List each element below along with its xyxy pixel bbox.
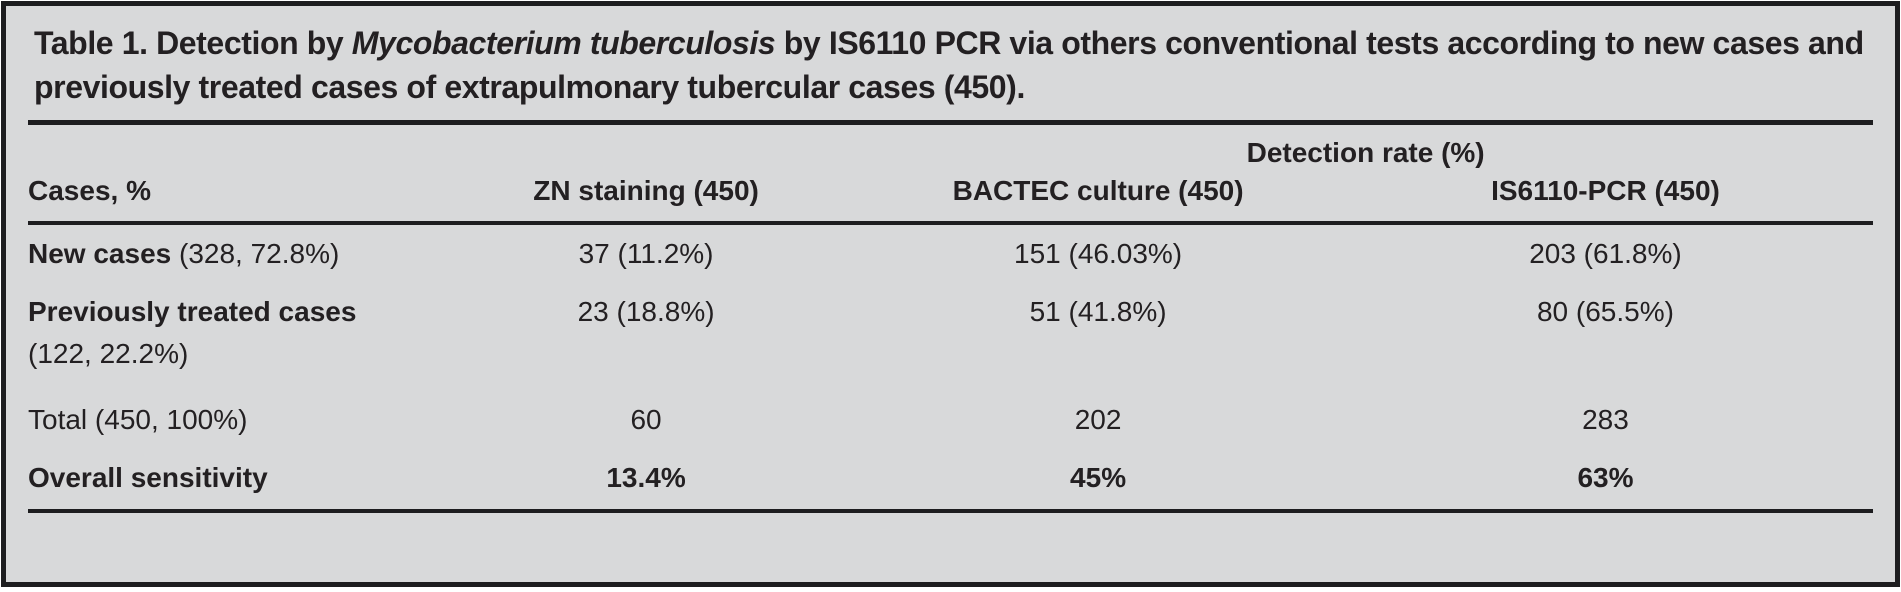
table-row-total: Total (450, 100%) 60 202 283	[28, 383, 1873, 449]
row-label: Previously treated cases (122, 22.2%)	[28, 283, 434, 383]
cell-zn-staining: 37 (11.2%)	[578, 238, 714, 269]
cell-bactec-culture: 51 (41.8%)	[1029, 296, 1167, 327]
table-1-content: Table 1. Detection by Mycobacterium tube…	[6, 6, 1895, 513]
cell-is6110-pcr: 80 (65.5%)	[1536, 296, 1674, 327]
caption-suffix: by IS6110 PCR via others conventional te…	[34, 25, 1864, 105]
group-header-detection-rate: Detection rate (%)	[1246, 137, 1485, 168]
table-row-new-cases: New cases (328, 72.8%) 37 (11.2%) 151 (4…	[28, 223, 1873, 283]
detection-rate-table: Detection rate (%) Cases, % ZN staining …	[28, 125, 1873, 513]
row-label: Total (450, 100%)	[28, 383, 434, 449]
row-label-plain: (122, 22.2%)	[28, 338, 189, 369]
row-label-plain: Total (450, 100%)	[28, 404, 248, 435]
group-header-spacer	[28, 125, 434, 169]
group-header-spacer	[434, 125, 858, 169]
row-label-strong: Previously treated cases	[28, 296, 357, 327]
cell-bactec-culture: 45%	[858, 449, 1338, 513]
column-header-is6110-pcr: IS6110-PCR (450)	[1337, 169, 1873, 225]
row-label-strong: Overall sensitivity	[28, 462, 268, 493]
table-row-overall-sensitivity: Overall sensitivity 13.4% 45% 63%	[28, 449, 1873, 513]
row-label-strong: New cases	[28, 238, 172, 269]
cell-zn-staining: 23 (18.8%)	[577, 296, 715, 327]
column-header-bactec-culture: BACTEC culture (450)	[858, 169, 1338, 225]
row-label-plain: (328, 72.8%)	[171, 238, 340, 269]
cell-is6110-pcr: 283	[1582, 404, 1629, 435]
table-caption: Table 1. Detection by Mycobacterium tube…	[28, 6, 1873, 125]
column-header-row: Cases, % ZN staining (450) BACTEC cultur…	[28, 169, 1873, 225]
cell-zn-staining: 60	[630, 404, 662, 435]
cell-bactec-culture: 202	[1074, 404, 1122, 435]
caption-species-name: Mycobacterium tuberculosis	[351, 25, 776, 61]
group-header-row: Detection rate (%)	[28, 125, 1873, 169]
cell-is6110-pcr: 203 (61.8%)	[1529, 238, 1682, 269]
caption-prefix: Table 1. Detection by	[34, 25, 352, 61]
row-label: New cases (328, 72.8%)	[28, 223, 434, 283]
cell-zn-staining: 13.4%	[433, 449, 859, 513]
cell-bactec-culture: 151 (46.03%)	[1014, 238, 1183, 269]
column-header-cases: Cases, %	[28, 169, 434, 225]
row-label: Overall sensitivity	[28, 449, 434, 513]
table-row-previously-treated: Previously treated cases (122, 22.2%) 23…	[28, 283, 1873, 383]
cell-is6110-pcr: 63%	[1337, 449, 1873, 513]
column-header-zn-staining: ZN staining (450)	[433, 169, 859, 225]
